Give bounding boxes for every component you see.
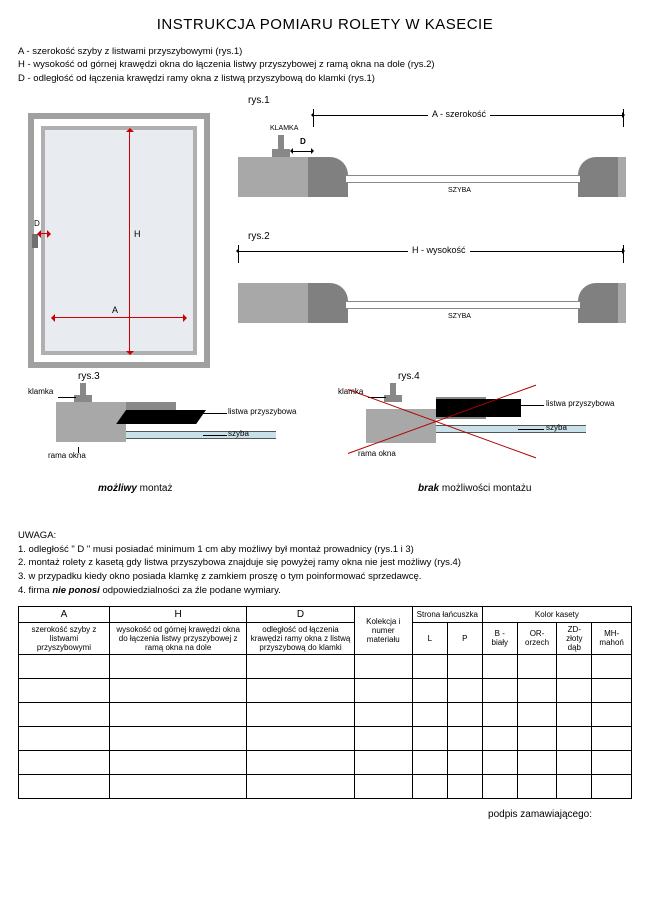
th-d-desc: odległość od łączenia krawędzi ramy okna…	[247, 622, 354, 654]
caption-no-t: możliwości montażu	[439, 483, 531, 494]
listwa-3: listwa przyszybowa	[228, 407, 296, 416]
arrow-d	[38, 233, 50, 234]
th-h: H	[109, 606, 247, 622]
signature-label: podpis zamawiającego:	[18, 809, 632, 820]
mount-ok: klamka listwa przyszybowa szyba rama okn…	[28, 383, 308, 473]
def-h: H - wysokość od górnej krawędzi okna do …	[18, 58, 632, 71]
th-p: P	[447, 622, 482, 654]
rama-3: rama okna	[48, 451, 86, 460]
table-row	[19, 750, 632, 774]
uwaga-2: 2. montaż rolety z kasetą gdy listwa prz…	[18, 556, 632, 570]
rama-4: rama okna	[358, 449, 396, 458]
fig3-label: rys.3	[78, 371, 100, 382]
th-d: D	[247, 606, 354, 622]
uwaga-4a: 4. firma	[18, 585, 52, 596]
th-l: L	[412, 622, 447, 654]
label-d: D	[34, 219, 40, 228]
szyba-4: szyba	[546, 423, 567, 432]
th-b: B - biały	[482, 622, 517, 654]
uwaga-3: 3. w przypadku kiedy okno posiada klamkę…	[18, 570, 632, 584]
cross-section-2: H - wysokość SZYBA	[228, 245, 626, 345]
table-body	[19, 654, 632, 798]
szyba-label-1: SZYBA	[448, 187, 471, 194]
listwa-4: listwa przyszybowa	[546, 399, 614, 408]
th-or: OR- orzech	[517, 622, 557, 654]
th-strona: Strona łańcuszka	[412, 606, 482, 622]
fig2-label: rys.2	[248, 231, 270, 242]
uwaga-block: UWAGA: 1. odległość " D " musi posiadać …	[18, 529, 632, 598]
uwaga-4: 4. firma nie ponosi odpowiedzialności za…	[18, 584, 632, 598]
dim-h-text: H - wysokość	[408, 245, 470, 255]
label-a: A	[112, 305, 118, 315]
caption-ok-t: montaż	[137, 483, 173, 494]
caption-no: brak możliwości montażu	[418, 483, 531, 494]
window-glass	[41, 126, 197, 355]
arrow-h	[129, 129, 130, 354]
caption-ok: możliwy montaż	[98, 483, 172, 494]
th-kolor: Kolor kasety	[482, 606, 631, 622]
th-zd: ZD- złoty dąb	[557, 622, 592, 654]
dim-a-text: A - szerokość	[428, 109, 490, 119]
klamka-label-1: KLAMKA	[270, 125, 298, 132]
arrow-a	[52, 317, 186, 318]
definitions-block: A - szerokość szyby z listwami przyszybo…	[18, 45, 632, 85]
window-diagram: A H D	[28, 113, 210, 368]
table-row	[19, 726, 632, 750]
th-a-desc: szerokość szyby z listwami przyszybowymi	[19, 622, 110, 654]
uwaga-4c: odpowiedzialności za źle podane wymiary.	[100, 585, 281, 596]
page-title: INSTRUKCJA POMIARU ROLETY W KASECIE	[18, 16, 632, 33]
table-row	[19, 702, 632, 726]
th-kolekcja: Kolekcja i numer materiału	[354, 606, 412, 654]
table-row	[19, 678, 632, 702]
klamka-l-3: klamka	[28, 387, 53, 396]
caption-ok-b: możliwy	[98, 483, 137, 494]
uwaga-4b: nie ponosi	[52, 585, 100, 596]
caption-no-b: brak	[418, 483, 439, 494]
table-row	[19, 654, 632, 678]
def-a: A - szerokość szyby z listwami przyszybo…	[18, 45, 632, 58]
table-row	[19, 774, 632, 798]
th-a: A	[19, 606, 110, 622]
szyba-3: szyba	[228, 429, 249, 438]
uwaga-header: UWAGA:	[18, 529, 632, 543]
d-label-1: D	[300, 137, 306, 146]
mount-no: klamka listwa przyszybowa szyba rama okn…	[338, 383, 628, 473]
th-mh: MH- mahoń	[592, 622, 632, 654]
uwaga-1: 1. odległość " D " musi posiadać minimum…	[18, 543, 632, 557]
cross-section-1: A - szerokość KLAMKA D SZYBA	[228, 109, 626, 209]
def-d: D - odległość od łączenia krawędzi ramy …	[18, 72, 632, 85]
measurement-table: A H D Kolekcja i numer materiału Strona …	[18, 606, 632, 799]
label-h: H	[134, 229, 141, 239]
diagram-area-2: rys.3 klamka listwa przyszybowa szyba ra…	[18, 371, 632, 521]
fig4-label: rys.4	[398, 371, 420, 382]
th-h-desc: wysokość od górnej krawędzi okna do łącz…	[109, 622, 247, 654]
szyba-label-2: SZYBA	[448, 313, 471, 320]
diagram-area-1: A H D rys.1 A - szerokość KLAMKA D SZYBA	[18, 91, 632, 371]
fig1-label: rys.1	[248, 95, 270, 106]
